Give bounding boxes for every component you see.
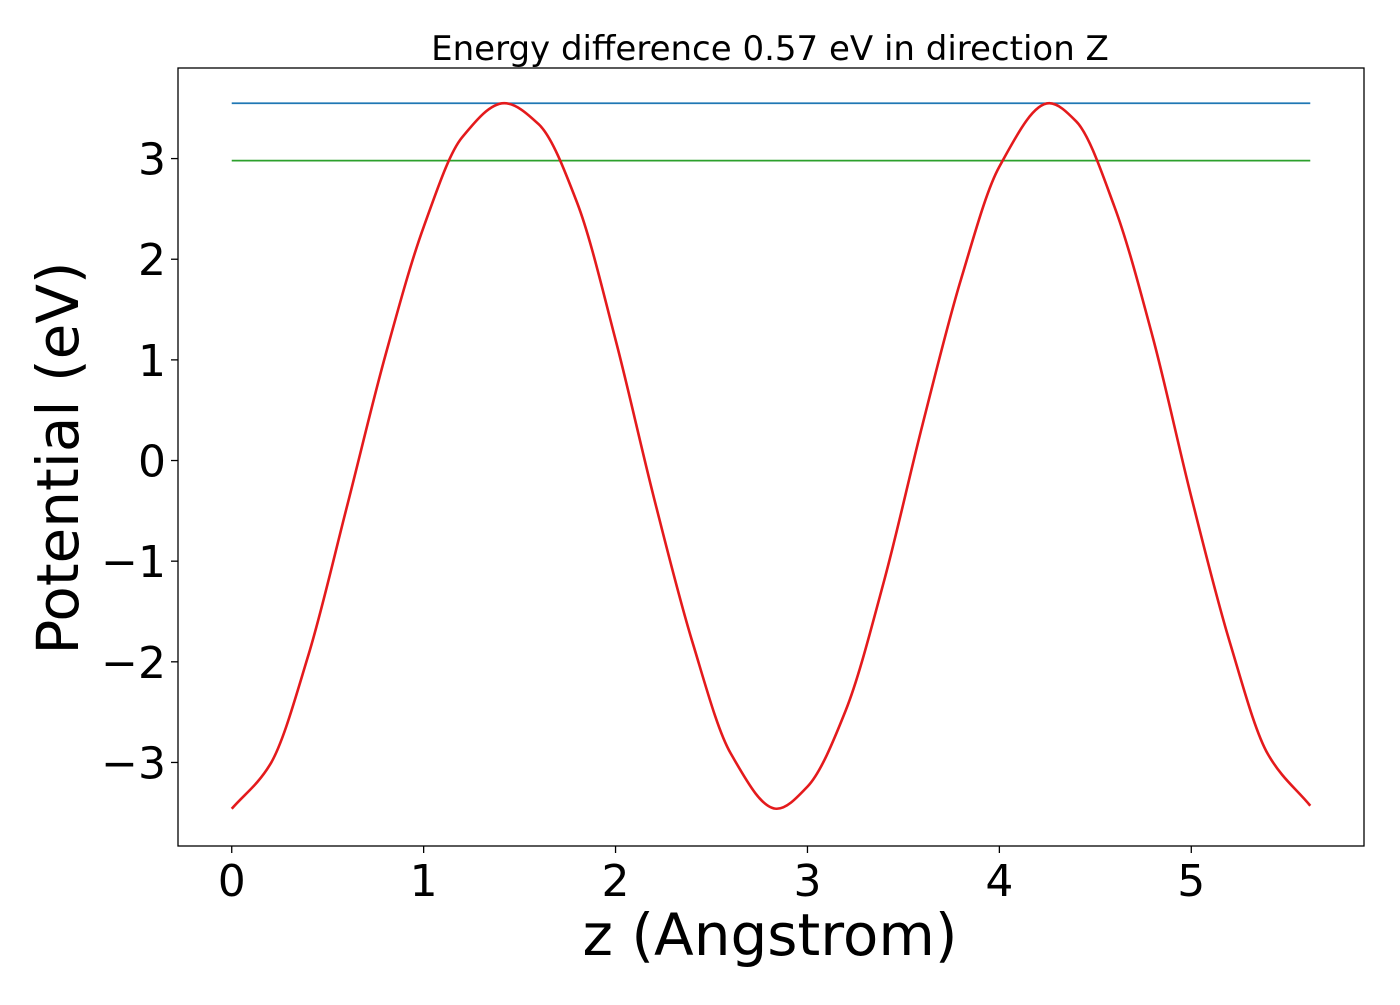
x-tick-label: 5: [1177, 856, 1205, 907]
y-axis-ticks: −3 −2 −1 0 1 2 3: [101, 135, 178, 789]
x-axis-ticks: 0 1 2 3 4 5: [218, 846, 1205, 907]
x-tick-label: 3: [793, 856, 821, 907]
plot-area-frame: [177, 67, 1365, 847]
y-tick-label: −1: [101, 537, 166, 588]
y-tick-label: 0: [138, 437, 166, 488]
series-layer: [230, 101, 1312, 811]
y-tick-label: 3: [138, 135, 166, 186]
x-axis-label: z (Angstrom): [583, 901, 958, 969]
chart-title: Energy difference 0.57 eV in direction Z: [431, 29, 1109, 69]
y-axis-label: Potential (eV): [24, 261, 92, 654]
y-tick-label: −3: [101, 738, 166, 789]
x-tick-label: 0: [218, 856, 246, 907]
potential-curve: [230, 101, 1312, 811]
x-tick-label: 4: [985, 856, 1013, 907]
x-tick-label: 1: [410, 856, 438, 907]
x-tick-label: 2: [602, 856, 630, 907]
y-tick-label: 1: [138, 336, 166, 387]
y-tick-label: 2: [138, 235, 166, 286]
y-tick-label: −2: [101, 638, 166, 689]
